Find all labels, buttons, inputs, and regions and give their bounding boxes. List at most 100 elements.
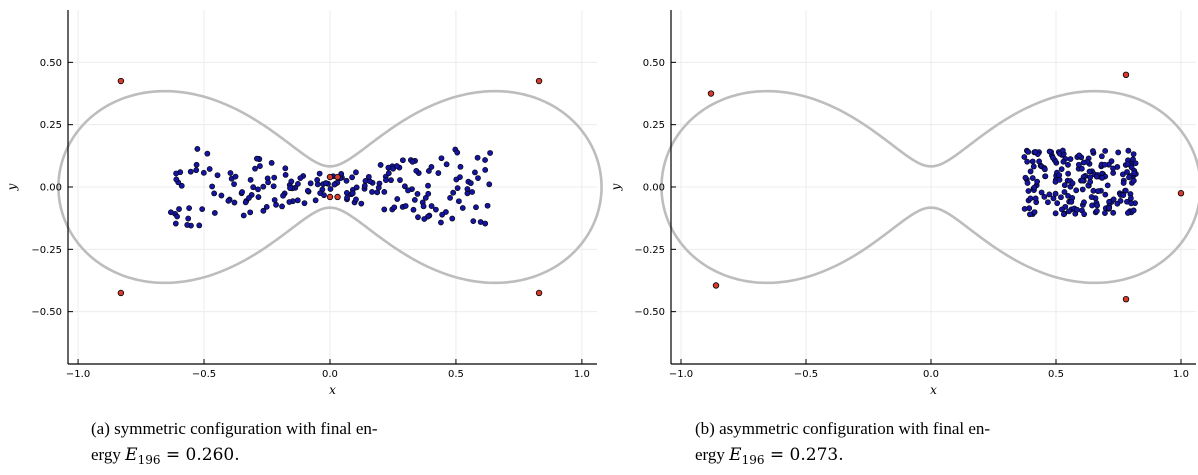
- interior-point: [1031, 209, 1038, 215]
- interior-point: [432, 206, 439, 213]
- x-tick-label: −0.5: [794, 369, 818, 380]
- interior-point: [1124, 169, 1130, 175]
- interior-point: [1080, 159, 1087, 166]
- interior-point: [1131, 170, 1138, 176]
- interior-point: [218, 192, 225, 199]
- interior-point: [1027, 195, 1034, 202]
- interior-point: [1022, 174, 1029, 181]
- caption-b-line1: (b) asymmetric configuration with final …: [695, 419, 991, 438]
- interior-point: [391, 204, 398, 211]
- plot-a: −1.0 −0.5 0.0 0.5 1.0 −0.50 −0.25 0.00 0.25 0.50 x…: [5, 10, 603, 397]
- interior-point: [349, 174, 355, 181]
- caption-b: (b) asymmetric configuration with final …: [695, 416, 1055, 473]
- boundary-points: [117, 77, 543, 297]
- interior-point: [1052, 190, 1059, 197]
- interior-point: [187, 168, 194, 175]
- interior-point: [439, 211, 446, 218]
- interior-point: [450, 189, 457, 196]
- interior-point: [1025, 148, 1032, 155]
- x-tick-label: −0.5: [192, 369, 216, 380]
- interior-point: [381, 189, 388, 195]
- interior-point: [1094, 202, 1101, 209]
- interior-point: [1050, 154, 1056, 161]
- interior-point: [174, 213, 181, 220]
- interior-point: [331, 181, 338, 188]
- x-tick-label: 0.5: [1048, 369, 1064, 380]
- interior-point: [1075, 161, 1082, 168]
- interior-point: [1122, 187, 1129, 194]
- interior-point: [1093, 173, 1100, 180]
- grid: [671, 10, 1196, 364]
- interior-point: [1106, 205, 1113, 211]
- interior-point: [1073, 187, 1080, 194]
- interior-point: [381, 206, 388, 213]
- interior-point: [1110, 165, 1116, 172]
- interior-point: [343, 177, 350, 184]
- interior-point: [438, 219, 444, 226]
- interior-point: [307, 180, 314, 187]
- interior-point: [316, 170, 323, 177]
- interior-point: [482, 220, 489, 227]
- interior-point: [280, 192, 286, 199]
- y-tick-label: 0.25: [40, 120, 62, 131]
- interior-point: [194, 146, 201, 152]
- x-tick-label: 1.0: [574, 369, 590, 380]
- interior-point: [1081, 211, 1088, 218]
- interior-point: [1110, 196, 1117, 203]
- interior-point: [232, 173, 239, 180]
- y-axis-label: y: [609, 183, 623, 191]
- interior-point: [185, 215, 192, 222]
- boundary-point: [707, 90, 715, 97]
- y-tick-label: 0.25: [643, 120, 665, 131]
- interior-point: [394, 196, 401, 202]
- interior-point: [1098, 153, 1105, 160]
- interior-point: [397, 177, 403, 183]
- interior-point: [1074, 206, 1080, 213]
- interior-point: [1041, 193, 1048, 200]
- boundary-curve: [57, 89, 603, 285]
- x-tick-label: −1.0: [66, 369, 90, 380]
- interior-point: [273, 201, 279, 208]
- grid: [68, 10, 597, 364]
- interior-point: [1065, 170, 1072, 177]
- interior-point: [349, 190, 356, 197]
- interior-point: [1132, 160, 1139, 167]
- boundary-point: [326, 193, 334, 201]
- interior-point: [176, 206, 182, 212]
- interior-point: [402, 203, 409, 209]
- interior-point: [1059, 147, 1066, 154]
- interior-point: [361, 182, 368, 189]
- interior-point: [415, 214, 421, 221]
- interior-point: [209, 183, 216, 190]
- interior-point: [1045, 199, 1051, 206]
- interior-point: [1081, 199, 1087, 206]
- interior-point: [1065, 161, 1071, 168]
- interior-point: [344, 194, 350, 201]
- caption-a-prefix: ergy: [91, 445, 126, 464]
- interior-point: [1124, 161, 1131, 167]
- interior-point: [1046, 148, 1053, 155]
- caption-b-prefix: ergy: [695, 445, 730, 464]
- interior-point: [1120, 192, 1127, 199]
- interior-point: [405, 187, 411, 194]
- caption-b-energy-symbol: E: [729, 445, 742, 465]
- interior-point: [474, 154, 481, 161]
- interior-point: [353, 169, 359, 176]
- interior-point: [1032, 195, 1039, 202]
- interior-point: [1088, 194, 1095, 200]
- y-tick-label: −0.25: [634, 245, 665, 256]
- boundary-point: [334, 193, 341, 201]
- x-axis-label: x: [329, 383, 336, 397]
- interior-point: [297, 175, 304, 182]
- interior-point: [239, 189, 245, 195]
- interior-point: [242, 199, 249, 206]
- interior-point: [199, 206, 206, 213]
- interior-point: [1076, 152, 1083, 159]
- interior-point: [1021, 205, 1028, 212]
- interior-point: [247, 176, 254, 183]
- interior-point: [178, 182, 185, 189]
- interior-point: [1024, 158, 1031, 165]
- interior-point: [428, 164, 435, 170]
- interior-point: [1078, 165, 1085, 172]
- interior-point: [1101, 161, 1108, 168]
